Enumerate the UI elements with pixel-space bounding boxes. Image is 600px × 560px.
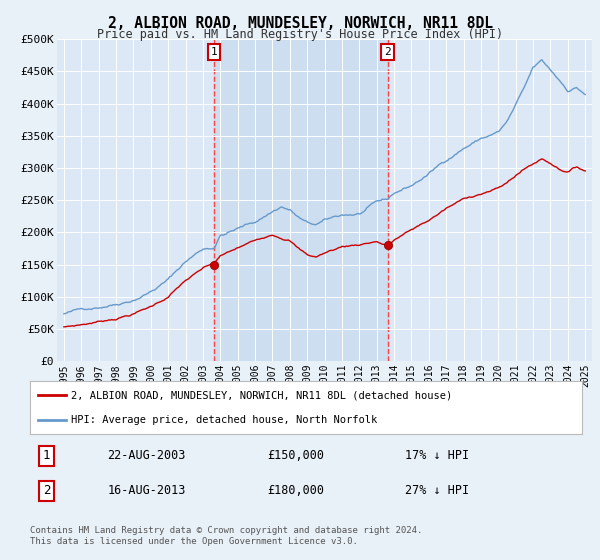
Text: 2, ALBION ROAD, MUNDESLEY, NORWICH, NR11 8DL: 2, ALBION ROAD, MUNDESLEY, NORWICH, NR11… [107, 16, 493, 31]
Text: Price paid vs. HM Land Registry's House Price Index (HPI): Price paid vs. HM Land Registry's House … [97, 28, 503, 41]
Text: £180,000: £180,000 [268, 484, 325, 497]
Text: 1: 1 [211, 47, 217, 57]
Text: HPI: Average price, detached house, North Norfolk: HPI: Average price, detached house, Nort… [71, 414, 377, 424]
Text: £150,000: £150,000 [268, 449, 325, 463]
Text: 27% ↓ HPI: 27% ↓ HPI [406, 484, 469, 497]
Text: 22-AUG-2003: 22-AUG-2003 [107, 449, 185, 463]
Text: 1: 1 [43, 449, 50, 463]
Text: 2: 2 [384, 47, 391, 57]
Text: 17% ↓ HPI: 17% ↓ HPI [406, 449, 469, 463]
Text: 16-AUG-2013: 16-AUG-2013 [107, 484, 185, 497]
Text: 2: 2 [43, 484, 50, 497]
Text: 2, ALBION ROAD, MUNDESLEY, NORWICH, NR11 8DL (detached house): 2, ALBION ROAD, MUNDESLEY, NORWICH, NR11… [71, 390, 452, 400]
Text: Contains HM Land Registry data © Crown copyright and database right 2024.
This d: Contains HM Land Registry data © Crown c… [30, 526, 422, 546]
Bar [214, 39, 388, 361]
